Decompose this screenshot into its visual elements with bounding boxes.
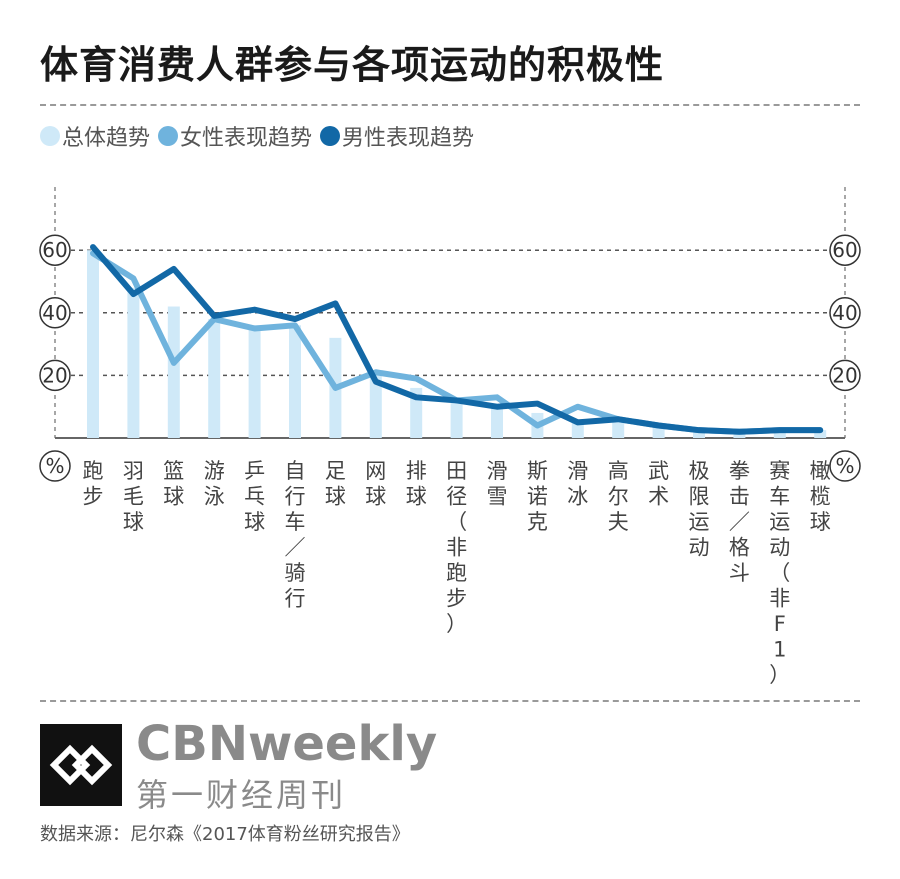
y-tick-label-right-badge bbox=[829, 297, 861, 329]
category-label: 橄榄球 bbox=[810, 459, 831, 534]
y-tick-label-left: 40 bbox=[42, 301, 67, 325]
category-label: 滑冰 bbox=[567, 459, 588, 509]
category-label: 篮球 bbox=[163, 459, 184, 509]
data-source: 数据来源：尼尔森《2017体育粉丝研究报告》 bbox=[40, 824, 410, 845]
legend-label-male: 男性表现趋势 bbox=[342, 126, 475, 151]
category-label: 足球 bbox=[325, 459, 346, 509]
legend-swatch-icon bbox=[320, 126, 341, 146]
bar-overall bbox=[491, 406, 503, 438]
category-label: 拳击／格斗 bbox=[729, 459, 750, 585]
category-label: 斯诺克 bbox=[527, 459, 548, 534]
cbn-logo-icon bbox=[40, 724, 122, 806]
category-label: 乒乓球 bbox=[244, 459, 265, 534]
unit-label-left-badge bbox=[39, 450, 71, 482]
top-divider bbox=[40, 104, 860, 106]
y-tick-label-right: 20 bbox=[832, 363, 857, 387]
category-label: 跑步 bbox=[83, 459, 104, 509]
y-tick-label-left: 20 bbox=[42, 363, 67, 387]
bar-overall bbox=[208, 319, 221, 438]
bar-overall bbox=[87, 250, 99, 438]
y-tick-label-right: 60 bbox=[832, 238, 857, 262]
category-label: 赛车运动（非 F 1） bbox=[769, 459, 790, 687]
legend-label-female: 女性表现趋势 bbox=[180, 126, 313, 151]
y-tick-label-right: 40 bbox=[832, 301, 857, 325]
unit-label-left: % bbox=[45, 454, 64, 478]
category-label: 武术 bbox=[648, 459, 669, 509]
legend-item-male: 男性表现趋势 bbox=[320, 120, 474, 152]
category-label: 游泳 bbox=[204, 459, 225, 509]
legend-label-overall: 总体趋势 bbox=[62, 126, 151, 151]
y-tick-label-left-badge bbox=[39, 359, 71, 392]
unit-label-right-badge bbox=[829, 450, 861, 482]
bar-overall bbox=[248, 325, 261, 438]
y-tick-label-left: 60 bbox=[42, 238, 67, 262]
brand-name-cn: 第一财经周刊 bbox=[136, 776, 347, 814]
brand-name: CBNweekly bbox=[136, 716, 438, 772]
bar-overall bbox=[450, 400, 463, 438]
y-tick-label-left-badge bbox=[39, 234, 71, 266]
bar-overall bbox=[612, 422, 625, 438]
bar-overall bbox=[167, 306, 180, 438]
category-label: 自行车／骑行 bbox=[285, 459, 306, 611]
category-label: 高尔夫 bbox=[608, 459, 629, 534]
legend-swatch-icon bbox=[40, 126, 60, 146]
bottom-divider bbox=[40, 700, 860, 702]
bar-overall bbox=[289, 325, 301, 438]
category-label: 极限运动 bbox=[689, 459, 710, 560]
legend-item-female: 女性表现趋势 bbox=[158, 120, 312, 152]
category-label: 滑雪 bbox=[487, 459, 508, 509]
y-tick-label-right-badge bbox=[829, 359, 861, 392]
bar-overall bbox=[814, 430, 827, 438]
category-label: 排球 bbox=[406, 459, 427, 509]
unit-label-right: % bbox=[835, 454, 854, 478]
chart-area: 20 20 40 40 60 60% % 跑步羽毛球篮球游泳乒乓球自行车／骑行足球网球排球田径… bbox=[39, 187, 861, 687]
legend: 总体趋势 女性表现趋势 男性表现趋势 bbox=[40, 118, 482, 154]
category-label: 羽毛球 bbox=[123, 459, 144, 534]
y-tick-label-right-badge bbox=[829, 234, 861, 266]
bar-overall bbox=[369, 375, 382, 438]
legend-swatch-icon bbox=[158, 126, 179, 146]
legend-item-overall: 总体趋势 bbox=[40, 120, 150, 152]
category-label: 田径（非跑步） bbox=[446, 459, 467, 636]
bar-overall bbox=[773, 430, 786, 438]
y-tick-label-left-badge bbox=[39, 297, 71, 329]
chart-title: 体育消费人群参与各项运动的积极性 bbox=[40, 43, 665, 87]
line-male bbox=[90, 244, 824, 435]
bar-overall bbox=[127, 287, 140, 438]
category-label: 网球 bbox=[365, 459, 386, 509]
bar-overall bbox=[693, 428, 705, 438]
